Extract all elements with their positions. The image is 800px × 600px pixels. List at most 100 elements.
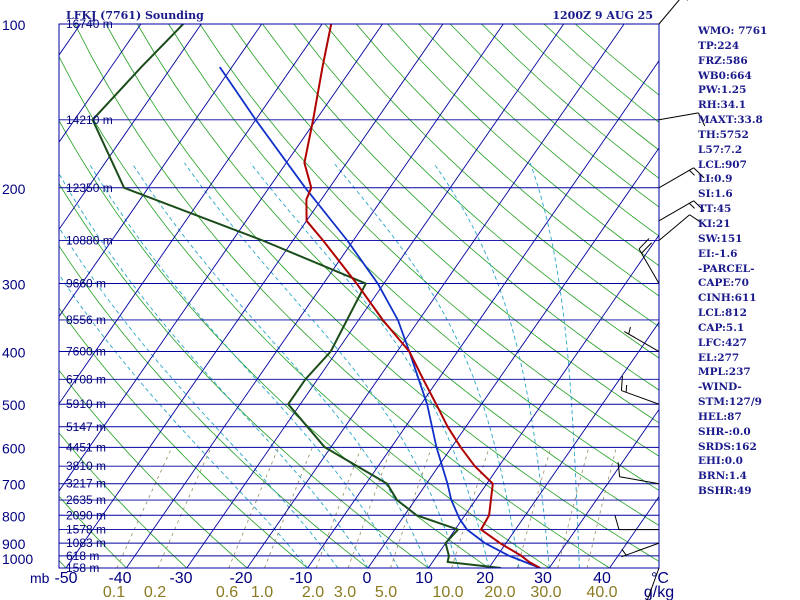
temperature-tick-label: 0 [363, 570, 372, 587]
isotherm [488, 321, 659, 568]
wind-barb-half-flag [628, 326, 631, 335]
mixing-ratio-line [516, 447, 552, 568]
height-label: 1083 m [66, 536, 106, 550]
isotherm [246, 24, 625, 568]
mixing-ratio-label: 10.0 [432, 584, 463, 600]
pressure-tick-label: 300 [2, 277, 26, 293]
mixing-ratio-label: 0.1 [103, 584, 125, 600]
mixing-ratio-line [157, 447, 212, 568]
sounding-index-item: EI:-1.6 [698, 247, 738, 260]
temperature-tick-label: -50 [54, 570, 77, 587]
sounding-index-item: SRDS:162 [698, 440, 757, 453]
sounding-index-item: TT:45 [698, 203, 732, 216]
wind-barb-staff [638, 248, 660, 284]
sounding-index-item: EL:277 [698, 351, 740, 364]
isotherm [59, 24, 323, 405]
sounding-index-item: LI:0.9 [698, 173, 733, 186]
height-label: 4451 m [66, 440, 106, 454]
wind-barb [621, 542, 660, 558]
pressure-tick-label: 1000 [2, 551, 33, 567]
sounding-index-item: CAPE:70 [698, 277, 749, 290]
height-label: 16740 m [66, 17, 113, 31]
mixing-ratio-line [228, 447, 279, 568]
height-label: 5147 m [66, 420, 106, 434]
mixing-ratio-label: 3.0 [334, 584, 356, 600]
sounding-index-item: FRZ:586 [698, 54, 748, 67]
mixing-ratio-label: 20.0 [484, 584, 515, 600]
moist-adiabat [59, 226, 339, 568]
sounding-index-item: -WIND- [698, 381, 742, 394]
sounding-index-item: LCL:907 [698, 158, 747, 171]
isotherm [428, 234, 659, 568]
isotherm [59, 24, 263, 318]
station-title: LFKJ (7761) Sounding [66, 9, 204, 22]
dry-adiabat [74, 24, 610, 568]
dry-adiabat [59, 245, 369, 568]
sounding-index-item: HEL:87 [698, 410, 742, 423]
sounding-indices-panel: WMO: 7761 TP:224 FRZ:586 WB0:664 PW:1.25 RH:3… [698, 24, 798, 499]
mixing-ratio-label: 5.0 [375, 584, 397, 600]
wind-barb [614, 515, 659, 531]
sounding-index-item: KI:21 [698, 217, 731, 230]
wind-barb-flag [689, 214, 702, 224]
height-label: 618 m [66, 549, 99, 563]
wind-barb-half-flag [625, 384, 628, 393]
wind-barb-staff [621, 542, 660, 558]
height-label: 1578 m [66, 523, 106, 537]
wind-barb [658, 214, 702, 241]
pressure-unit-label: mb [30, 570, 50, 586]
height-label: 12350 m [66, 181, 113, 195]
height-labels: 16740 m 14210 m 12350 m 10880 m 9660 m 8556 m… [66, 17, 113, 575]
moist-adiabat [249, 162, 490, 568]
wind-barb [658, 0, 689, 25]
wind-barb-staff [658, 214, 690, 241]
temperature-tick-label: 20 [476, 570, 494, 587]
wind-barb-staff [658, 0, 680, 25]
height-label: 8556 m [66, 313, 106, 327]
wind-barb-staff [621, 390, 660, 405]
wind-barb-flag [620, 375, 623, 391]
dry-adiabat [59, 369, 248, 568]
temperature-unit-label: °C [651, 570, 669, 587]
sounding-index-item: EHI:0.0 [698, 455, 743, 468]
mixing-ratio-label: 40.0 [586, 584, 617, 600]
mixing-ratio-label: 1.0 [251, 584, 273, 600]
dry-adiabat [59, 307, 308, 568]
wind-barb [658, 167, 705, 189]
sounding-index-item: CAP:5.1 [698, 321, 745, 334]
sounding-index-item: MAXT:33.8 [698, 114, 763, 127]
sounding-index-item: BRN:1.4 [698, 470, 747, 483]
mixing-ratio-line [264, 447, 313, 568]
sounding-index-item: WMO: 7761 [698, 25, 768, 37]
wind-barb [617, 462, 660, 485]
pressure-tick-label: 200 [2, 181, 26, 197]
wind-barb [620, 375, 660, 405]
wind-barb-staff [619, 476, 660, 485]
moist-adiabat [59, 172, 369, 568]
pressure-tick-label: 900 [2, 536, 26, 552]
plot-frame [58, 23, 660, 569]
wind-barb-flag [697, 112, 706, 127]
isotherm [59, 24, 142, 143]
sounding-index-item: TP:224 [698, 39, 740, 52]
mixing-ratio-line [557, 447, 590, 568]
height-label: 14210 m [66, 113, 113, 127]
sounding-index-item: -PARCEL- [698, 262, 755, 275]
isotherm [548, 408, 659, 568]
isotherm [186, 24, 565, 568]
temperature-tick-label: -30 [169, 570, 192, 587]
dewpoint-trace [91, 24, 502, 568]
pressure-tick-label: 400 [2, 345, 26, 361]
isotherm [59, 24, 202, 231]
moist-adiabat [184, 162, 460, 568]
isotherm [307, 60, 659, 568]
sounding-traces [91, 24, 541, 568]
temperature-tick-label: 40 [593, 570, 611, 587]
sounding-index-item: SHR-:0.0 [698, 425, 751, 438]
pressure-tick-label: 700 [2, 477, 26, 493]
parcel-trace [219, 66, 541, 568]
wind-barb-half-flag [621, 548, 627, 556]
height-label: 7600 m [66, 345, 106, 359]
